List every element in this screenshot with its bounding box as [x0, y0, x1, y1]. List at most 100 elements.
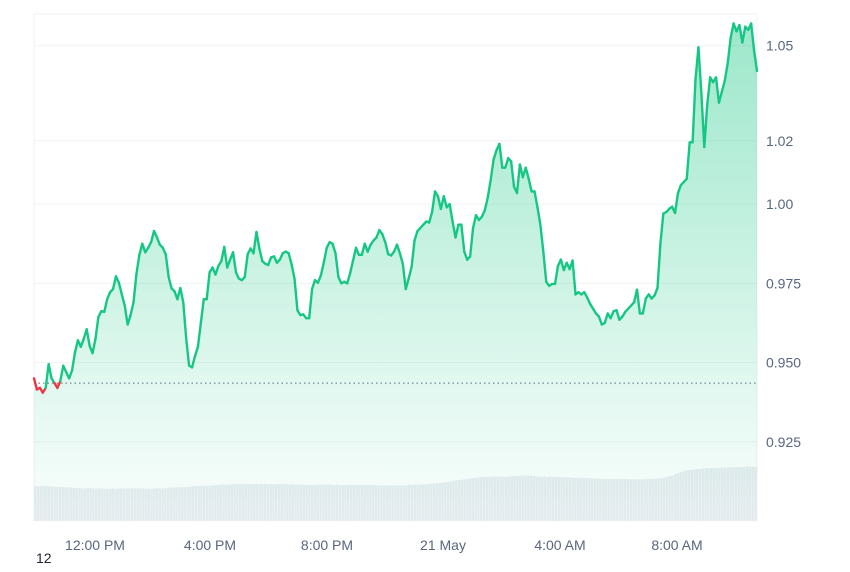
price-line-segment [752, 49, 759, 73]
price-line-segment [659, 212, 665, 245]
price-line-segment [47, 362, 53, 380]
price-line-segment [126, 313, 132, 326]
price-line-segment [255, 230, 261, 250]
price-line-segment [401, 262, 407, 291]
price-line-segment [91, 337, 97, 355]
x-tick-label: 8:00 PM [301, 537, 353, 553]
price-line-segment [322, 246, 328, 264]
price-line-segment [553, 264, 560, 286]
price-line-segment [609, 310, 615, 320]
price-line-segment [706, 76, 712, 106]
price-line-segment [205, 271, 211, 301]
price-line-segment [67, 369, 74, 380]
price-line-segment [310, 278, 317, 291]
price-line-segment [729, 22, 735, 39]
x-tick-label: 4:00 AM [534, 537, 585, 553]
y-tick-label: 1.02 [766, 133, 793, 149]
price-line-segment [214, 264, 220, 276]
price-line-segment [536, 206, 542, 226]
price-line-segment [427, 210, 434, 224]
price-line-segment [167, 275, 173, 290]
price-line-segment [290, 263, 296, 280]
price-line-segment [509, 160, 516, 188]
price-line-segment [492, 149, 498, 161]
x-tick-label: 4:00 PM [184, 537, 236, 553]
x-tick-label: 12:00 PM [65, 537, 125, 553]
price-line-segment [123, 304, 129, 326]
price-line-segment [384, 240, 390, 256]
price-line-segment [111, 275, 118, 291]
price-line-segment [346, 272, 352, 285]
price-line-segment [697, 46, 703, 95]
price-line-segment [129, 301, 135, 317]
price-line-segment [32, 377, 39, 391]
price-line-segment [691, 77, 697, 144]
price-line-segment [723, 61, 729, 82]
price-line-segment [448, 202, 454, 223]
area-layer [34, 23, 757, 521]
price-line-segment [164, 252, 170, 279]
price-line-segment [307, 287, 314, 320]
y-axis-ticks: 1.05 1.02 1.00 0.975 0.950 0.925 [766, 38, 801, 450]
price-line-segment [293, 277, 299, 312]
price-line-segment [527, 177, 533, 193]
price-line-segment [319, 261, 325, 277]
price-line-segment [463, 250, 469, 261]
price-line-segment [571, 259, 577, 296]
price-line-segment [656, 242, 662, 290]
x-axis-ticks: 12:00 PM 4:00 PM 8:00 PM 21 May 4:00 AM 8:00 … [65, 537, 703, 553]
price-line-segment [483, 196, 489, 212]
price-line-segment [489, 158, 495, 182]
price-line-segment [185, 337, 191, 367]
price-line-segment [471, 214, 478, 230]
price-line-segment [381, 233, 387, 244]
price-line-segment [741, 25, 747, 44]
price-line-segment [703, 103, 709, 149]
price-line-segment [258, 247, 264, 263]
price-line-segment [460, 223, 466, 253]
price-line-segment [196, 321, 203, 348]
price-line-segment [73, 339, 80, 354]
price-line-segment [85, 328, 91, 347]
price-line-segment [79, 337, 85, 348]
x-tick-label: 21 May [420, 537, 466, 553]
price-line-segment [641, 297, 647, 315]
price-line-segment [404, 277, 410, 291]
price-line-segment [331, 242, 337, 255]
price-line-segment [59, 364, 65, 383]
line-layer [32, 22, 759, 394]
price-line-segment [717, 90, 724, 104]
price-line-segment [615, 309, 621, 321]
corner-label: 12 [36, 550, 52, 566]
price-line-segment [223, 245, 229, 269]
y-tick-label: 0.950 [766, 355, 801, 371]
price-line-segment [726, 36, 732, 65]
price-line-segment [413, 229, 419, 242]
x-tick-label: 8:00 AM [651, 537, 702, 553]
price-area-fill [34, 23, 757, 521]
price-line-segment [395, 243, 402, 255]
price-line-segment [231, 251, 238, 274]
price-line-segment [653, 286, 659, 297]
price-line-segment [498, 142, 504, 169]
price-line-segment [354, 246, 361, 257]
price-line-segment [524, 166, 530, 180]
price-line-segment [635, 288, 642, 315]
price-line-segment [182, 301, 188, 340]
price-line-segment [70, 351, 77, 372]
price-line-segment [454, 223, 460, 239]
price-line-segment [430, 190, 437, 214]
price-line-segment [155, 236, 162, 246]
price-line-segment [410, 239, 416, 269]
price-line-segment [103, 297, 109, 314]
price-line-segment [685, 141, 691, 180]
price-line-segment [287, 252, 293, 266]
price-line-segment [243, 252, 249, 279]
price-line-segment [266, 256, 273, 267]
price-line-segment [334, 252, 340, 279]
price-line-segment [44, 362, 50, 390]
price-line-segment [676, 183, 683, 195]
price-line-segment [720, 79, 726, 93]
